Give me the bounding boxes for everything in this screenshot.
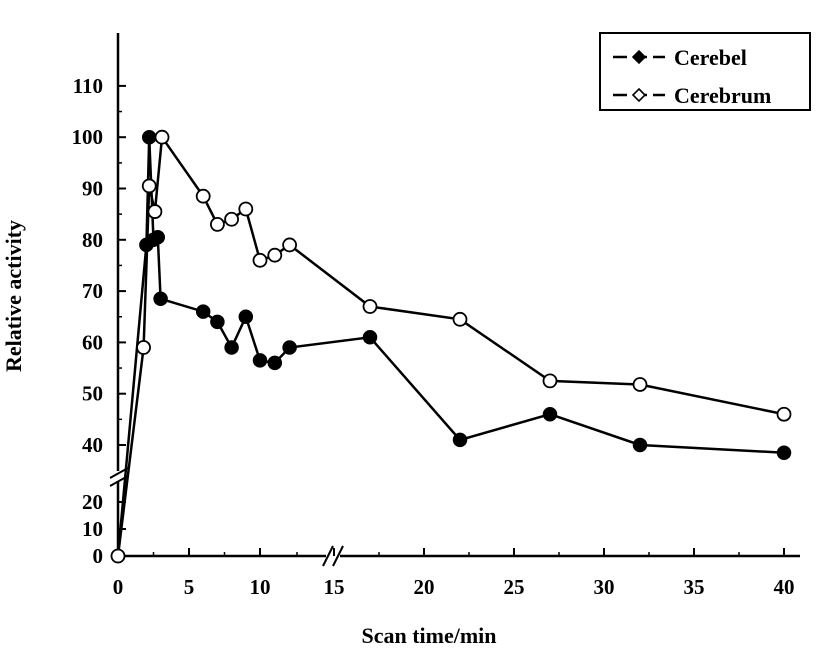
y-tick-label: 90 — [82, 177, 103, 201]
data-point-cerebel — [267, 355, 283, 371]
x-tick-label: 40 — [774, 575, 795, 599]
data-point-cerebrum — [195, 188, 211, 204]
y-tick-label: 80 — [82, 228, 103, 252]
data-point-cerebel — [224, 340, 239, 355]
data-point-cerebel — [252, 353, 268, 368]
data-point-cerebel — [238, 309, 254, 324]
data-point-cerebel — [542, 406, 558, 422]
y-tick-label: 70 — [82, 279, 103, 303]
y-tick-label: 10 — [82, 517, 103, 541]
data-point-cerebrum — [776, 406, 792, 422]
series-line-cerebrum — [116, 133, 785, 557]
legend-label-cerebrum: Cerebrum — [674, 83, 771, 108]
series-cerebrum — [110, 129, 792, 564]
x-tick-label: 20 — [414, 575, 435, 599]
y-axis-label: Relative activity — [1, 220, 26, 372]
data-point-cerebrum — [224, 211, 240, 227]
y-tick-label: 20 — [82, 490, 103, 514]
x-tick-label: 0 — [113, 575, 124, 599]
x-axis-break-mark — [322, 545, 334, 567]
x-tick-label: 5 — [184, 575, 195, 599]
legend: Cerebel Cerebrum — [599, 32, 811, 111]
legend-marker-cerebel — [631, 49, 647, 65]
data-point-cerebel — [141, 129, 157, 145]
axes — [109, 33, 800, 567]
legend-entries: Cerebel Cerebrum — [613, 45, 771, 108]
y-tick-label: 60 — [82, 330, 103, 354]
y-tick-label: 100 — [72, 125, 104, 149]
data-point-cerebel — [282, 340, 297, 355]
data-point-cerebrum — [452, 311, 468, 327]
data-point-cerebrum — [209, 217, 225, 232]
y-tick-label: 0 — [93, 544, 104, 568]
data-point-cerebel — [150, 229, 166, 245]
y-tick-label: 110 — [73, 74, 103, 98]
data-point-cerebrum — [362, 299, 378, 314]
tick-labels: 0 5 10 15 20 25 30 35 40 0 10 20 40 50 60 70 80 90 100 110 — [72, 74, 795, 599]
data-point-cerebrum — [136, 340, 151, 355]
series-layer — [110, 129, 792, 564]
x-axis-label: Scan time/min — [361, 623, 496, 648]
data-point-cerebrum — [542, 373, 558, 389]
data-point-cerebrum — [238, 201, 254, 217]
data-point-cerebel — [452, 432, 468, 448]
data-point-cerebrum — [154, 129, 170, 145]
data-point-cerebrum — [110, 548, 126, 564]
data-point-cerebrum — [141, 178, 157, 194]
data-point-cerebrum — [252, 252, 268, 268]
x-tick-label: 10 — [250, 575, 271, 599]
legend-label-cerebel: Cerebel — [674, 45, 747, 70]
data-point-cerebel — [362, 330, 378, 345]
y-tick-label: 50 — [82, 382, 103, 406]
x-tick-label: 35 — [684, 575, 705, 599]
data-point-cerebel — [632, 437, 648, 453]
series-line-cerebel — [116, 137, 785, 557]
x-tick-label: 15 — [324, 575, 345, 599]
data-point-cerebrum — [632, 377, 648, 392]
legend-marker-cerebrum — [631, 87, 647, 103]
data-point-cerebrum — [147, 204, 163, 219]
data-point-cerebel — [153, 291, 168, 307]
data-point-cerebrum — [282, 237, 298, 253]
data-point-cerebel — [776, 445, 792, 460]
series-cerebel — [110, 129, 792, 564]
data-point-cerebrum — [267, 247, 283, 263]
x-tick-label: 30 — [594, 575, 615, 599]
x-axis-break-mark — [332, 545, 344, 567]
data-point-cerebel — [210, 314, 225, 330]
data-point-cerebel — [195, 304, 211, 319]
y-tick-label: 40 — [82, 433, 103, 457]
x-tick-label: 25 — [504, 575, 525, 599]
